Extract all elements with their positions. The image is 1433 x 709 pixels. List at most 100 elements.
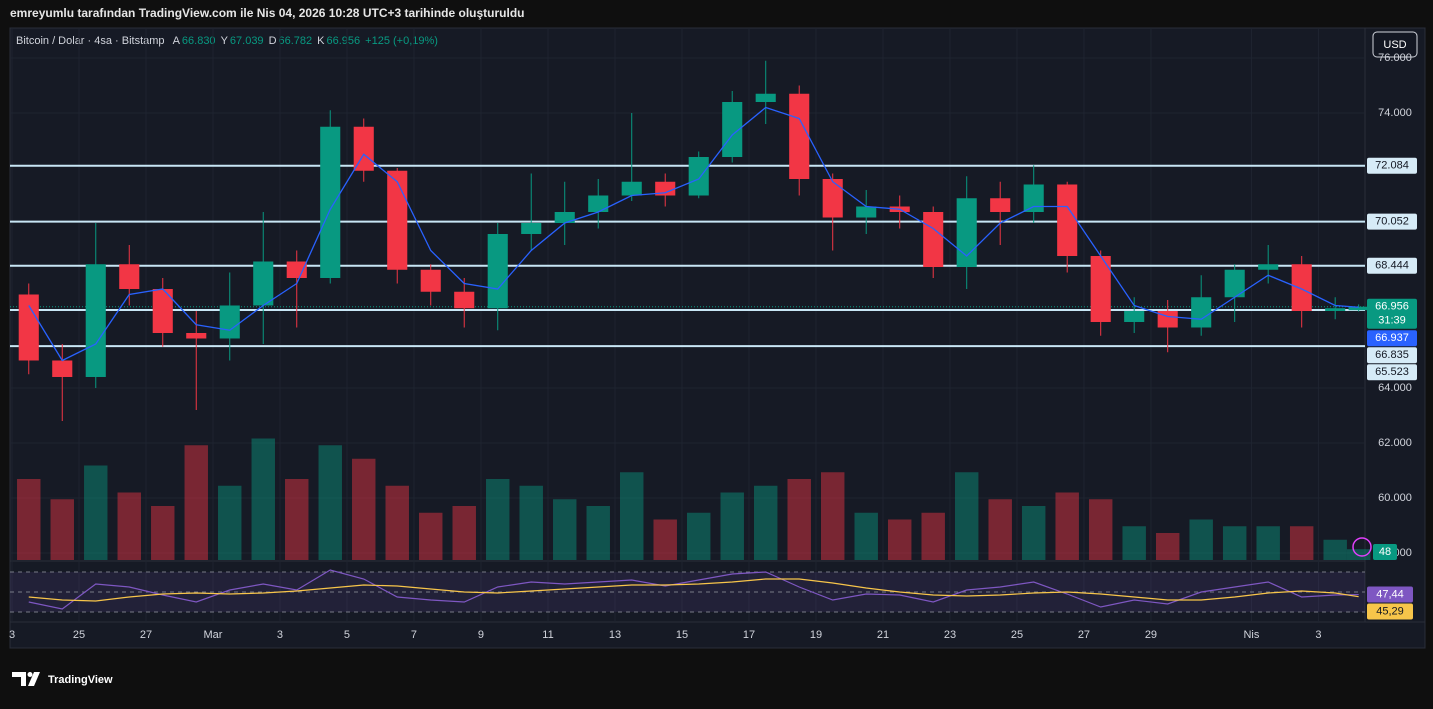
- x-tick-label: 15: [676, 629, 688, 641]
- candle-body: [52, 360, 73, 377]
- volume-bar: [988, 499, 1012, 560]
- price-change: +125 (+0,19%): [365, 35, 438, 47]
- ohlc-name: A: [173, 35, 181, 47]
- x-tick-label: 3: [9, 629, 15, 641]
- candle-body: [856, 206, 877, 218]
- price-label: 68.444: [1375, 260, 1409, 272]
- candle-body: [688, 156, 709, 196]
- candle-body: [822, 178, 843, 218]
- volume-bar: [720, 492, 744, 560]
- candle-body: [186, 332, 207, 339]
- volume-bar: [218, 485, 242, 560]
- volume-bar: [486, 479, 510, 560]
- price-label: 31:39: [1378, 315, 1406, 327]
- candle-body: [655, 181, 676, 196]
- candle-body: [521, 222, 542, 234]
- x-tick-label: 19: [810, 629, 822, 641]
- volume-bar: [854, 512, 878, 560]
- rsi-line: [28, 569, 1359, 610]
- volume-bar: [519, 485, 543, 560]
- candle-body: [286, 261, 307, 278]
- x-tick-label: 27: [1078, 629, 1090, 641]
- x-tick-label: 21: [877, 629, 889, 641]
- candle-body: [588, 195, 609, 212]
- x-tick-label: Mar: [204, 629, 223, 641]
- chart-frame: [9, 27, 1426, 649]
- brand-logo: [12, 672, 40, 686]
- volume-bar: [921, 512, 945, 560]
- candle-body: [1157, 310, 1178, 328]
- price-label: 65.523: [1375, 366, 1409, 378]
- candle-body: [1124, 310, 1145, 322]
- volume-bar: [887, 519, 912, 560]
- symbol-title: Bitcoin / Dolar · 4sa · Bitstamp: [16, 35, 165, 47]
- x-tick-label: 7: [411, 629, 417, 641]
- volume-bar: [318, 445, 342, 560]
- x-tick-label: 25: [1011, 629, 1023, 641]
- x-tick-label: 3: [1315, 629, 1321, 641]
- candle-body: [621, 181, 642, 196]
- candle-body: [722, 102, 743, 157]
- price-label: 66.835: [1375, 349, 1409, 361]
- ohlc-value: 66.956: [327, 35, 361, 47]
- candle-body: [152, 288, 173, 333]
- volume-bar: [620, 472, 644, 560]
- currency-button[interactable]: [1372, 31, 1418, 58]
- volume-bar: [1155, 533, 1180, 560]
- candle-body: [320, 126, 341, 278]
- currency[interactable]: USD: [1383, 39, 1406, 51]
- volume-bar: [1256, 526, 1280, 560]
- candle-body: [219, 305, 240, 339]
- price-label: 70.052: [1375, 215, 1409, 227]
- x-tick-label: 5: [344, 629, 350, 641]
- badge-bg: [1373, 544, 1397, 560]
- volume-bar: [1055, 492, 1079, 560]
- candle-body: [253, 261, 274, 306]
- volume-bar: [954, 472, 979, 560]
- candle-body: [1090, 255, 1111, 322]
- volume-bar: [1021, 506, 1046, 560]
- ohlc-name: D: [269, 35, 277, 47]
- volume-bar: [553, 499, 577, 560]
- y-tick-label: 74.000: [1378, 107, 1412, 119]
- price-label-bg: [1367, 157, 1417, 174]
- price-label-bg: [1367, 330, 1417, 347]
- ohlc-value: 67.039: [230, 35, 264, 47]
- price-label: 66.937: [1375, 332, 1409, 344]
- price-label-bg: [1367, 257, 1417, 274]
- candle-body: [1325, 308, 1346, 311]
- volume-bar: [1122, 526, 1146, 560]
- price-label-bg: [1367, 298, 1417, 329]
- x-tick-label: 17: [743, 629, 755, 641]
- candle-body: [119, 264, 140, 289]
- volume-bar: [1222, 526, 1247, 560]
- y-tick-label: 62.000: [1378, 437, 1412, 449]
- candle-body: [1291, 264, 1312, 311]
- x-tick-label: 25: [73, 629, 85, 641]
- x-tick-label: 9: [478, 629, 484, 641]
- volume-bar: [84, 465, 108, 560]
- volume-bar: [753, 485, 778, 560]
- price-label: 72.084: [1375, 160, 1409, 172]
- x-tick-label: 29: [1145, 629, 1157, 641]
- grid: [10, 28, 1365, 622]
- volume-bar: [184, 445, 208, 560]
- candle-body: [554, 211, 575, 223]
- candle-body: [85, 264, 106, 377]
- ohlc-value: 66.830: [182, 35, 216, 47]
- volume-bar: [50, 499, 74, 560]
- y-tick-label: 76.000: [1378, 52, 1412, 64]
- candle-body: [387, 170, 408, 270]
- volume-bar: [17, 479, 41, 560]
- volume-bar: [686, 512, 711, 560]
- volume-bar: [151, 506, 175, 560]
- candle-body: [1057, 184, 1078, 256]
- x-tick-label: 13: [609, 629, 621, 641]
- x-tick-label: Nis: [1243, 629, 1259, 641]
- candle-body: [420, 269, 441, 292]
- volume-bar: [586, 506, 610, 560]
- rsi-line: [28, 578, 1359, 602]
- candle-body: [1191, 297, 1212, 328]
